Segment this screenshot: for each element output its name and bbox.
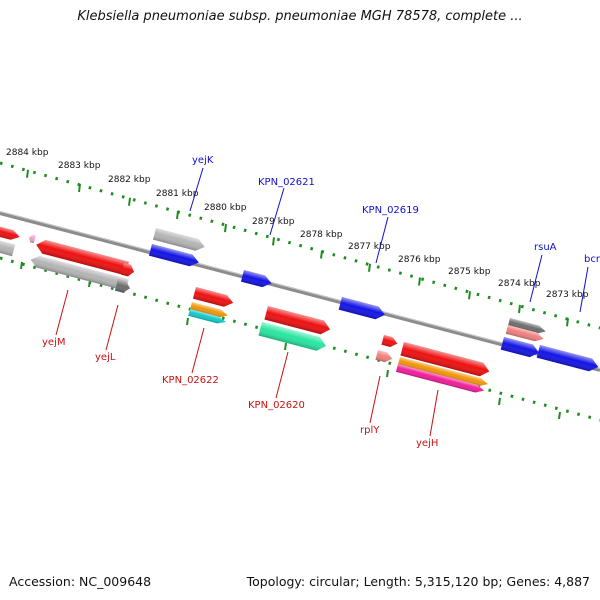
scale-tick-label: 2880 kbp — [204, 203, 247, 213]
label-leader-line — [189, 167, 204, 212]
gene-label: KPN_02621 — [258, 177, 315, 188]
gene-arrow[interactable] — [507, 318, 547, 335]
scale-tick — [284, 342, 287, 351]
gene-label: KPN_02622 — [162, 375, 219, 386]
scale-tick — [224, 224, 227, 233]
label-leader-line — [375, 216, 389, 264]
gene-arrow[interactable] — [120, 263, 136, 278]
gene-label: yejK — [192, 155, 214, 166]
scale-tick — [418, 277, 421, 286]
scale-tick-label: 2876 kbp — [398, 255, 441, 265]
gene-features — [0, 224, 600, 395]
gene-label: bcr — [584, 254, 600, 265]
topology-text: Topology: circular; Length: 5,315,120 bp… — [246, 574, 590, 589]
label-leader-line — [529, 254, 543, 303]
scale-tick-label: 2875 kbp — [448, 267, 491, 277]
scale-tick — [566, 318, 569, 327]
gene-arrow[interactable] — [264, 306, 331, 336]
map-title: Klebsiella pneumoniae subsp. pneumoniae … — [77, 9, 523, 24]
gene-arrow[interactable] — [0, 224, 21, 242]
scale-tick — [20, 261, 23, 270]
gene-arrow[interactable] — [34, 238, 129, 276]
dna-backbone-highlight — [0, 211, 600, 369]
dna-backbone — [0, 211, 600, 372]
gene-arrow[interactable] — [0, 238, 16, 257]
gene-arrow[interactable] — [381, 335, 398, 348]
scale-tick — [186, 317, 189, 326]
gene-arrow[interactable] — [188, 309, 227, 325]
gene-arrow[interactable] — [375, 350, 393, 364]
upper-scale-dots — [0, 161, 600, 330]
scale-tick-label: 2883 kbp — [58, 161, 101, 171]
scale-tick-label: 2874 kbp — [498, 279, 541, 289]
scale-tick-label: 2884 kbp — [6, 148, 49, 158]
accession-text: Accession: NC_009648 — [9, 574, 152, 589]
gene-label: rplY — [360, 425, 380, 436]
scale-tick — [558, 411, 561, 420]
scale-tick — [272, 237, 275, 246]
gene-label: yejH — [416, 438, 438, 449]
scale-tick — [78, 183, 81, 193]
scale-tick-label: 2879 kbp — [252, 217, 295, 227]
gene-arrow[interactable] — [400, 342, 491, 378]
gene-arrow[interactable] — [152, 228, 206, 253]
gene-arrow[interactable] — [28, 234, 36, 244]
scale-tick — [26, 169, 29, 178]
label-leader-line — [55, 289, 69, 336]
gene-arrow[interactable] — [536, 345, 600, 373]
label-leader-line — [369, 375, 381, 424]
gene-label: yejL — [95, 352, 116, 363]
gene-arrow[interactable] — [395, 364, 485, 395]
scale-tick — [368, 263, 371, 272]
label-leader-line — [269, 187, 285, 236]
scale-tick — [386, 369, 389, 378]
label-leader-line — [105, 304, 119, 351]
gene-labels: yejK KPN_02621 KPN_02619 rsuA bcr yejM yejL KPN… — [42, 155, 600, 449]
gene-arrow[interactable] — [505, 325, 545, 343]
gene-label: rsuA — [534, 242, 557, 253]
gene-arrow[interactable] — [397, 357, 489, 388]
gene-arrow[interactable] — [192, 287, 235, 309]
scale-tick-label: 2873 kbp — [546, 290, 589, 300]
label-leader-line — [275, 351, 289, 399]
gene-arrow[interactable] — [338, 297, 387, 321]
gene-label: KPN_02620 — [248, 400, 305, 411]
scale-tick-label: 2881 kbp — [156, 189, 199, 199]
label-leader-line — [579, 266, 589, 313]
scale-tick — [518, 304, 521, 314]
scale-tick-label: 2877 kbp — [348, 242, 391, 252]
scale-line: 2884 kbp 2883 kbp 2882 kbp 2881 kbp 2880 kbp… — [0, 148, 600, 330]
gene-label: yejM — [42, 337, 65, 348]
gene-arrow[interactable] — [114, 279, 132, 294]
label-leader-line — [191, 327, 205, 374]
scale-tick — [320, 250, 323, 259]
gene-arrow[interactable] — [148, 244, 200, 268]
gene-arrow[interactable] — [29, 254, 129, 291]
gene-label: KPN_02619 — [362, 205, 419, 216]
gene-arrow[interactable] — [189, 302, 229, 319]
scale-tick — [128, 197, 131, 206]
scale-tick-label: 2878 kbp — [300, 230, 343, 240]
label-leader-line — [429, 389, 439, 437]
gene-arrow[interactable] — [240, 270, 273, 289]
scale-tick — [468, 291, 471, 300]
gene-arrow[interactable] — [500, 337, 541, 359]
gene-arrow[interactable] — [258, 322, 327, 353]
scale-tick — [176, 210, 179, 220]
scale-tick — [498, 397, 501, 406]
scale-tick-label: 2882 kbp — [108, 175, 151, 185]
